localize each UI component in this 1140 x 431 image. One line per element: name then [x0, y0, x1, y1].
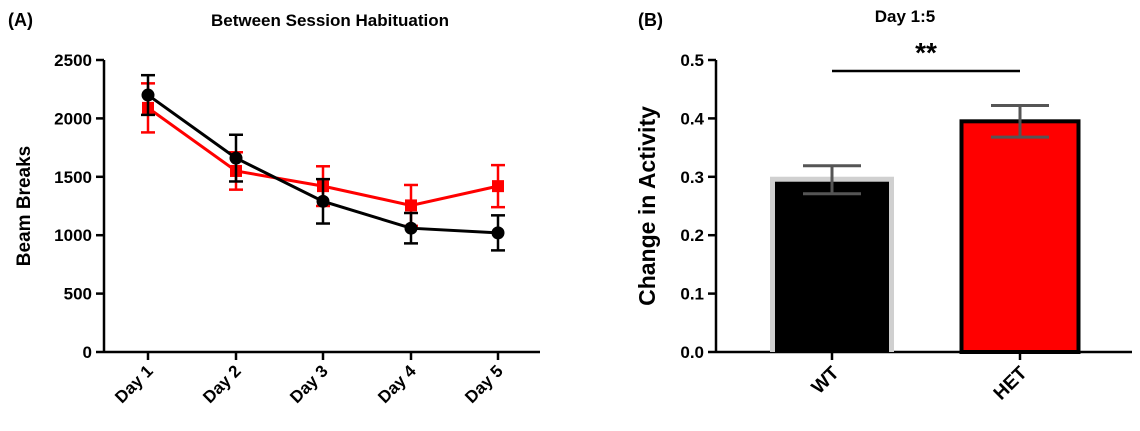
panel-b-y-tick-label: 0.4 [680, 109, 704, 128]
panel-b-y-tick-label: 0.2 [680, 226, 704, 245]
panel-b-y-tick-label: 0.5 [680, 51, 704, 70]
panel-b-x-tick-label: HET [990, 362, 1032, 404]
panel-b-y-tick-label: 0.0 [680, 343, 704, 362]
significance-marker: ** [915, 37, 937, 68]
panel-b-title: Day 1:5 [875, 7, 935, 26]
panel-a-y-tick-label: 500 [64, 285, 92, 304]
panel-a-x-tick-label: Day 3 [286, 361, 332, 407]
panel-a-y-tick-label: 2000 [54, 109, 92, 128]
panel-a-x-tick-label: Day 4 [374, 361, 420, 407]
panel-b-y-tick-label: 0.1 [680, 285, 704, 304]
data-point [316, 194, 330, 208]
panel-a-x-tick-label: Day 2 [199, 361, 245, 407]
data-point [491, 226, 505, 240]
bar [959, 119, 1081, 354]
panel-a-x-tick-label: Day 1 [111, 361, 157, 407]
data-point [404, 221, 418, 235]
data-point [141, 88, 155, 102]
panel-a-y-tick-label: 2500 [54, 51, 92, 70]
panel-a-title: Between Session Habituation [211, 11, 449, 30]
panel-b-label: (B) [638, 10, 663, 30]
bar [775, 181, 889, 352]
series-black [141, 73, 505, 252]
panel-a-x-tick-label: Day 5 [461, 361, 507, 407]
data-point [229, 151, 243, 165]
panel-b-y-axis-label: Change in Activity [634, 106, 660, 306]
panel-a-label: (A) [8, 10, 33, 30]
panel-a-y-tick-label: 1500 [54, 168, 92, 187]
panel-a-y-axis-label: Beam Breaks [14, 146, 35, 266]
bar-het: HET [959, 104, 1081, 404]
data-point [492, 180, 504, 193]
panel-b-x-tick-label: WT [808, 362, 844, 398]
panel-b-y-tick-label: 0.3 [680, 168, 704, 187]
panel-a-y-tick-label: 0 [83, 343, 92, 362]
panel-a-y-tick-label: 1000 [54, 226, 92, 245]
data-point [405, 199, 417, 212]
bar-wt: WT [770, 164, 894, 398]
